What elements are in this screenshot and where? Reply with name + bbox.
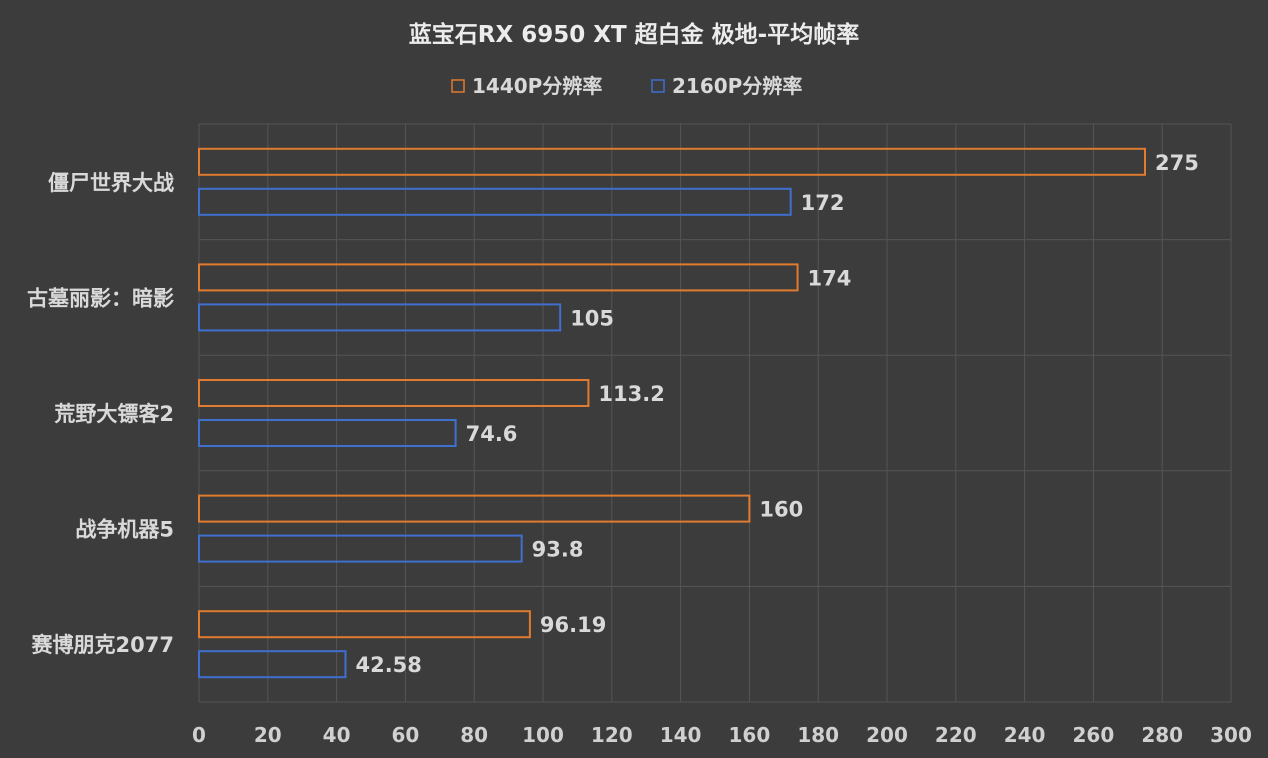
bar	[198, 263, 799, 292]
bar	[198, 534, 523, 563]
data-label: 160	[759, 498, 803, 522]
data-label: 42.58	[355, 653, 421, 677]
bar	[198, 419, 457, 447]
bar	[198, 303, 562, 332]
chart-title: 蓝宝石RX 6950 XT 超白金 极地-平均帧率	[409, 21, 859, 48]
x-tick-label: 300	[1210, 723, 1252, 747]
legend-swatch	[451, 79, 465, 93]
data-label: 96.19	[540, 613, 606, 637]
x-tick-label: 160	[729, 723, 771, 747]
legend-label: 2160P分辨率	[672, 74, 802, 98]
x-tick-label: 260	[1073, 723, 1115, 747]
legend-label: 1440P分辨率	[472, 74, 602, 98]
bar	[198, 650, 347, 679]
data-label: 113.2	[598, 382, 664, 406]
legend: 1440P分辨率 2160P分辨率	[451, 74, 802, 98]
data-label: 74.6	[466, 422, 518, 446]
x-tick-label: 120	[591, 723, 633, 747]
x-tick-label: 20	[254, 723, 282, 747]
data-label: 172	[801, 191, 845, 215]
category-label: 战争机器5	[75, 518, 174, 542]
bar	[198, 610, 531, 639]
x-tick-label: 180	[797, 723, 839, 747]
x-tick-label: 220	[935, 723, 977, 747]
data-label: 105	[570, 306, 614, 330]
category-label: 赛博朋克2077	[31, 633, 174, 657]
x-tick-label: 60	[391, 723, 419, 747]
bar	[198, 379, 590, 407]
data-label: 174	[808, 266, 852, 290]
category-label: 僵尸世界大战	[48, 171, 174, 195]
data-label: 93.8	[532, 538, 584, 562]
bar	[198, 494, 751, 523]
bars	[198, 147, 1146, 679]
legend-swatch	[651, 79, 665, 93]
x-tick-label: 280	[1141, 723, 1183, 747]
x-tick-label: 200	[866, 723, 908, 747]
data-label: 275	[1155, 151, 1199, 175]
x-axis-tick-labels: 0 20 40 60 80 100 120 140 160 180 200 220 240 260 280 3…	[192, 723, 1252, 747]
x-tick-label: 80	[460, 723, 488, 747]
x-tick-label: 0	[192, 723, 206, 747]
x-tick-label: 100	[522, 723, 564, 747]
x-tick-label: 40	[323, 723, 351, 747]
data-labels: 275 172 174 105 113.2 74.6 160 93.8 96.19 42.58	[355, 151, 1198, 677]
x-tick-label: 140	[660, 723, 702, 747]
gridlines	[198, 123, 1232, 703]
category-label: 荒野大镖客2	[54, 402, 174, 426]
category-label: 古墓丽影：暗影	[27, 286, 174, 310]
bar	[198, 147, 1146, 176]
x-tick-label: 240	[1004, 723, 1046, 747]
bar	[198, 187, 792, 216]
